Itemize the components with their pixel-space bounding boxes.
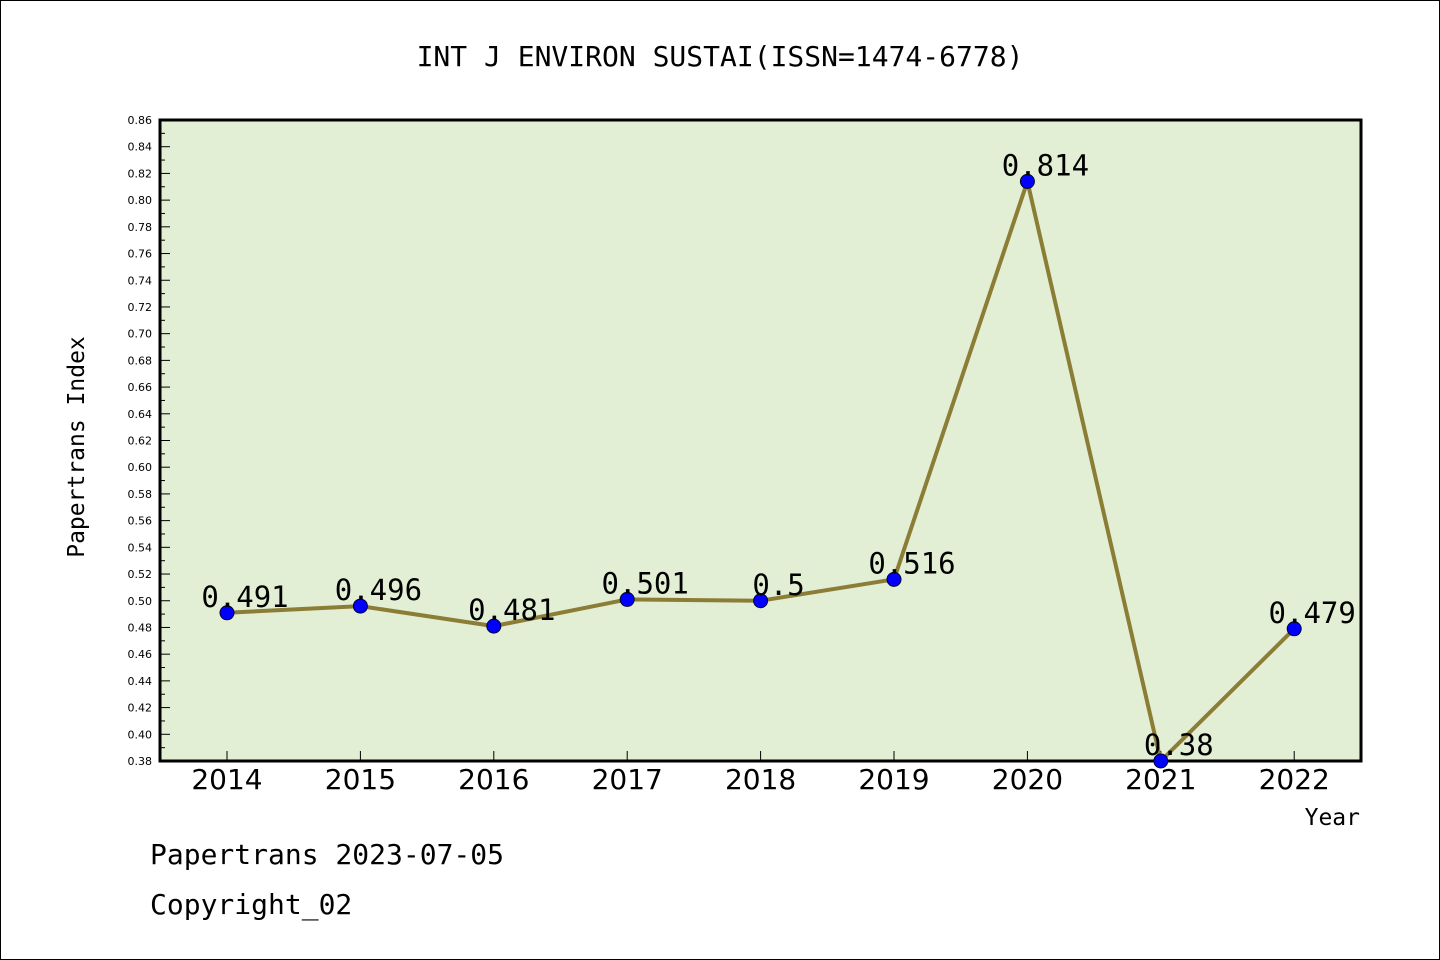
x-axis: 2014 2015 2016 2017 2018 2019 2020 2021 2022 xyxy=(191,751,1330,796)
y-tick-label: 0.38 xyxy=(128,755,153,768)
x-tick-label: 2019 xyxy=(858,763,929,796)
y-tick-label: 0.76 xyxy=(128,248,153,261)
y-tick-label: 0.56 xyxy=(128,515,153,528)
x-tick-label: 2020 xyxy=(992,763,1063,796)
y-axis-label: Papertrans Index xyxy=(64,336,90,558)
data-point-marker xyxy=(352,598,368,614)
data-labels-group: 0.491 0.496 0.481 0.501 0.5 0.516 0.814 0.38 0.4… xyxy=(201,148,1356,762)
data-point-marker xyxy=(1019,173,1035,189)
data-point-marker xyxy=(886,571,902,587)
data-point-marker xyxy=(753,593,769,609)
y-tick-label: 0.58 xyxy=(128,488,153,501)
x-tick-label: 2015 xyxy=(325,763,396,796)
y-tick-label: 0.42 xyxy=(128,702,153,715)
y-tick-label: 0.46 xyxy=(128,648,153,661)
data-label: 0.814 xyxy=(1002,148,1089,182)
y-tick-label: 0.40 xyxy=(128,728,153,741)
data-point-marker xyxy=(619,591,635,607)
series-line-group xyxy=(219,173,1302,769)
y-tick-label: 0.70 xyxy=(128,328,153,341)
data-point-marker xyxy=(219,605,235,621)
y-tick-label: 0.82 xyxy=(128,167,153,180)
x-tick-label: 2022 xyxy=(1259,763,1330,796)
y-tick-label: 0.80 xyxy=(128,194,153,207)
x-tick-label: 2016 xyxy=(458,763,529,796)
y-tick-label: 0.86 xyxy=(128,114,153,127)
y-tick-label: 0.48 xyxy=(128,621,153,634)
data-point-marker xyxy=(1286,621,1302,637)
y-tick-label: 0.62 xyxy=(128,435,153,448)
data-label: 0.38 xyxy=(1144,728,1214,762)
data-label: 0.479 xyxy=(1269,596,1356,630)
y-tick-label: 0.74 xyxy=(128,274,153,287)
y-tick-label: 0.54 xyxy=(128,541,153,554)
y-tick-label: 0.50 xyxy=(128,595,153,608)
chart-title: INT J ENVIRON SUSTAI(ISSN=1474-6778) xyxy=(417,40,1024,73)
data-label: 0.501 xyxy=(602,566,689,600)
y-tick-label: 0.72 xyxy=(128,301,153,314)
footer-date: Papertrans 2023-07-05 xyxy=(150,838,504,871)
y-tick-label: 0.66 xyxy=(128,381,153,394)
y-tick-label: 0.78 xyxy=(128,221,153,234)
data-point-marker xyxy=(486,618,502,634)
x-tick-label: 2018 xyxy=(725,763,796,796)
y-tick-label: 0.60 xyxy=(128,461,153,474)
plot-area xyxy=(158,118,1363,763)
data-label: 0.5 xyxy=(752,568,804,602)
data-label: 0.496 xyxy=(335,573,422,607)
y-tick-label: 0.64 xyxy=(128,408,153,421)
data-label: 0.481 xyxy=(468,593,555,627)
y-tick-label: 0.68 xyxy=(128,354,153,367)
y-tick-label: 0.52 xyxy=(128,568,153,581)
data-label: 0.516 xyxy=(868,546,955,580)
y-tick-label: 0.44 xyxy=(128,675,153,688)
x-tick-label: 2014 xyxy=(191,763,262,796)
x-tick-label: 2017 xyxy=(592,763,663,796)
y-tick-label: 0.84 xyxy=(128,141,153,154)
data-point-marker xyxy=(1153,753,1169,769)
y-axis: 0.38 0.40 0.42 0.44 0.46 0.48 0.50 0.52 0.54 0.56… xyxy=(128,114,170,768)
data-label: 0.491 xyxy=(201,580,288,614)
footer-copyright: Copyright_02 xyxy=(150,888,352,922)
x-axis-label: Year xyxy=(1305,805,1360,831)
